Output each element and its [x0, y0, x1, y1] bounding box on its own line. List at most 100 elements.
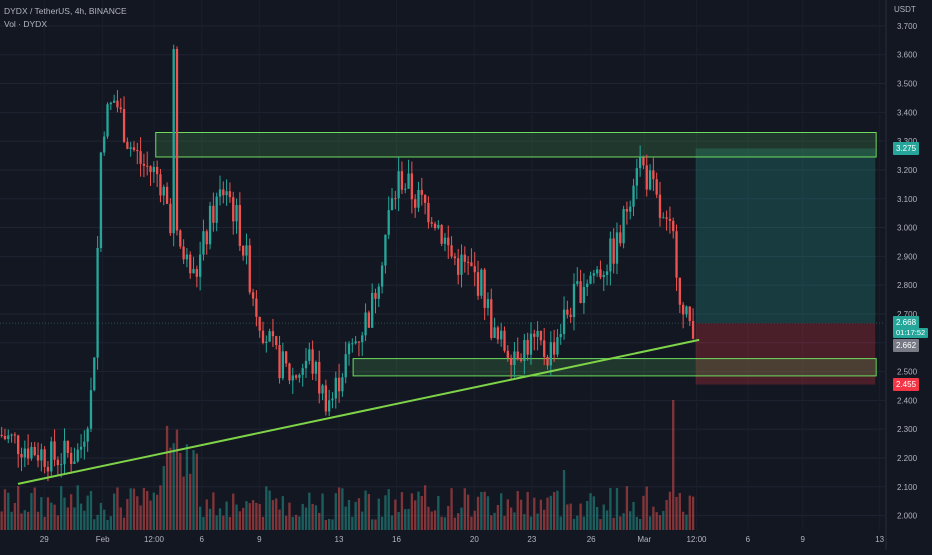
volume-bar	[73, 507, 76, 530]
volume-bar	[195, 453, 198, 530]
volume-bar	[384, 495, 387, 530]
volume-bar	[40, 497, 43, 530]
time-tick-label: 16	[392, 535, 401, 544]
volume-bar	[476, 496, 480, 530]
price-axis[interactable]: 3.700 3.600 3.500 3.400 3.300 3.200 3.100 3.000…	[897, 22, 918, 521]
candle-body	[516, 351, 519, 360]
price-tick-label: 3.400	[897, 108, 918, 117]
candle-body	[212, 205, 215, 223]
resistance-zone	[155, 132, 877, 158]
candle-body	[625, 209, 629, 212]
candle-body	[172, 48, 175, 234]
entry-price-tag: 2.662	[893, 339, 920, 353]
time-tick-label: 23	[527, 535, 536, 544]
volume-bar	[605, 510, 609, 530]
volume-bar	[53, 504, 56, 530]
volume-bar	[56, 515, 60, 530]
volume-bar	[304, 507, 308, 530]
candle-body	[228, 191, 232, 198]
volume-bars	[0, 400, 695, 530]
volume-bar	[529, 516, 533, 530]
candle-body	[645, 165, 648, 190]
candle-body	[503, 330, 506, 351]
volume-bar	[258, 503, 261, 530]
candle-body	[341, 377, 344, 392]
candle-body	[483, 269, 486, 308]
candle-body	[281, 351, 285, 379]
volume-bar	[116, 487, 119, 530]
volume-bar	[119, 507, 122, 530]
candle-body	[89, 390, 93, 429]
candle-body	[93, 357, 96, 391]
volume-bar	[387, 489, 390, 530]
volume-bar	[308, 492, 311, 530]
volume-bar	[466, 494, 470, 530]
candle-body	[268, 331, 271, 342]
volume-bar	[672, 400, 675, 530]
candle-body	[288, 363, 291, 381]
volume-bar	[513, 512, 516, 530]
price-tick-label: 2.100	[897, 483, 918, 492]
candle-body	[43, 449, 46, 467]
candle-body	[112, 100, 116, 103]
symbol-title[interactable]: DYDX / TetherUS, 4h, BINANCE	[4, 6, 127, 16]
current-price-tag: 2.668	[893, 315, 920, 329]
volume-bar	[457, 513, 460, 530]
candle-body	[96, 247, 99, 358]
candle-body	[486, 299, 490, 308]
volume-bar	[341, 488, 344, 530]
candle-body	[23, 448, 26, 458]
candle-body	[146, 165, 149, 167]
volume-bar	[414, 500, 417, 530]
candle-body	[549, 342, 552, 366]
candle-body	[205, 231, 208, 245]
volume-bar	[394, 499, 397, 530]
zone-rectangles[interactable]	[155, 132, 877, 377]
candle-body	[384, 234, 387, 266]
time-tick-label: 12:00	[686, 535, 707, 544]
volume-bar	[334, 493, 337, 530]
candle-body	[182, 246, 185, 260]
volume-bar	[106, 519, 109, 530]
candle-body	[208, 205, 212, 245]
volume-bar	[668, 491, 672, 530]
volume-bar	[314, 505, 318, 530]
candle-body	[460, 254, 463, 275]
target-price-tag: 3.275	[893, 141, 920, 155]
volume-bar	[228, 516, 232, 530]
long-position-box[interactable]	[0, 148, 885, 385]
candle-body	[162, 186, 165, 196]
volume-bar	[622, 513, 625, 530]
volume-bar	[281, 496, 285, 530]
trendline[interactable]	[17, 338, 700, 485]
volume-bar	[625, 486, 629, 530]
candle-body	[672, 220, 675, 232]
time-axis[interactable]: 29 Feb 12:00 6 9 13 16 20 23 26 Mar 12:00 6 9 13	[40, 535, 885, 544]
volume-bar	[275, 498, 278, 530]
candle-body	[159, 174, 162, 196]
candle-body	[337, 377, 341, 392]
volume-bar	[443, 517, 447, 530]
volume-bar	[238, 511, 242, 530]
volume-indicator-label[interactable]: Vol · DYDX	[4, 19, 47, 29]
volume-bar	[126, 498, 129, 530]
candle-body	[311, 349, 314, 374]
volume-bar	[33, 487, 36, 530]
candle-body	[493, 327, 496, 338]
volume-bar	[139, 505, 142, 530]
volume-bar	[549, 495, 552, 530]
candle-body	[552, 342, 556, 355]
candle-body	[470, 262, 473, 267]
candle-body	[301, 368, 304, 375]
volume-bar	[404, 509, 407, 530]
price-tick-label: 2.000	[897, 512, 918, 521]
candle-body	[189, 254, 192, 274]
volume-bar	[159, 485, 162, 530]
volume-bar	[662, 510, 665, 530]
volume-bar	[248, 503, 251, 530]
candle-body	[453, 256, 457, 259]
candle-body	[152, 166, 155, 173]
time-tick-label: 20	[470, 535, 479, 544]
